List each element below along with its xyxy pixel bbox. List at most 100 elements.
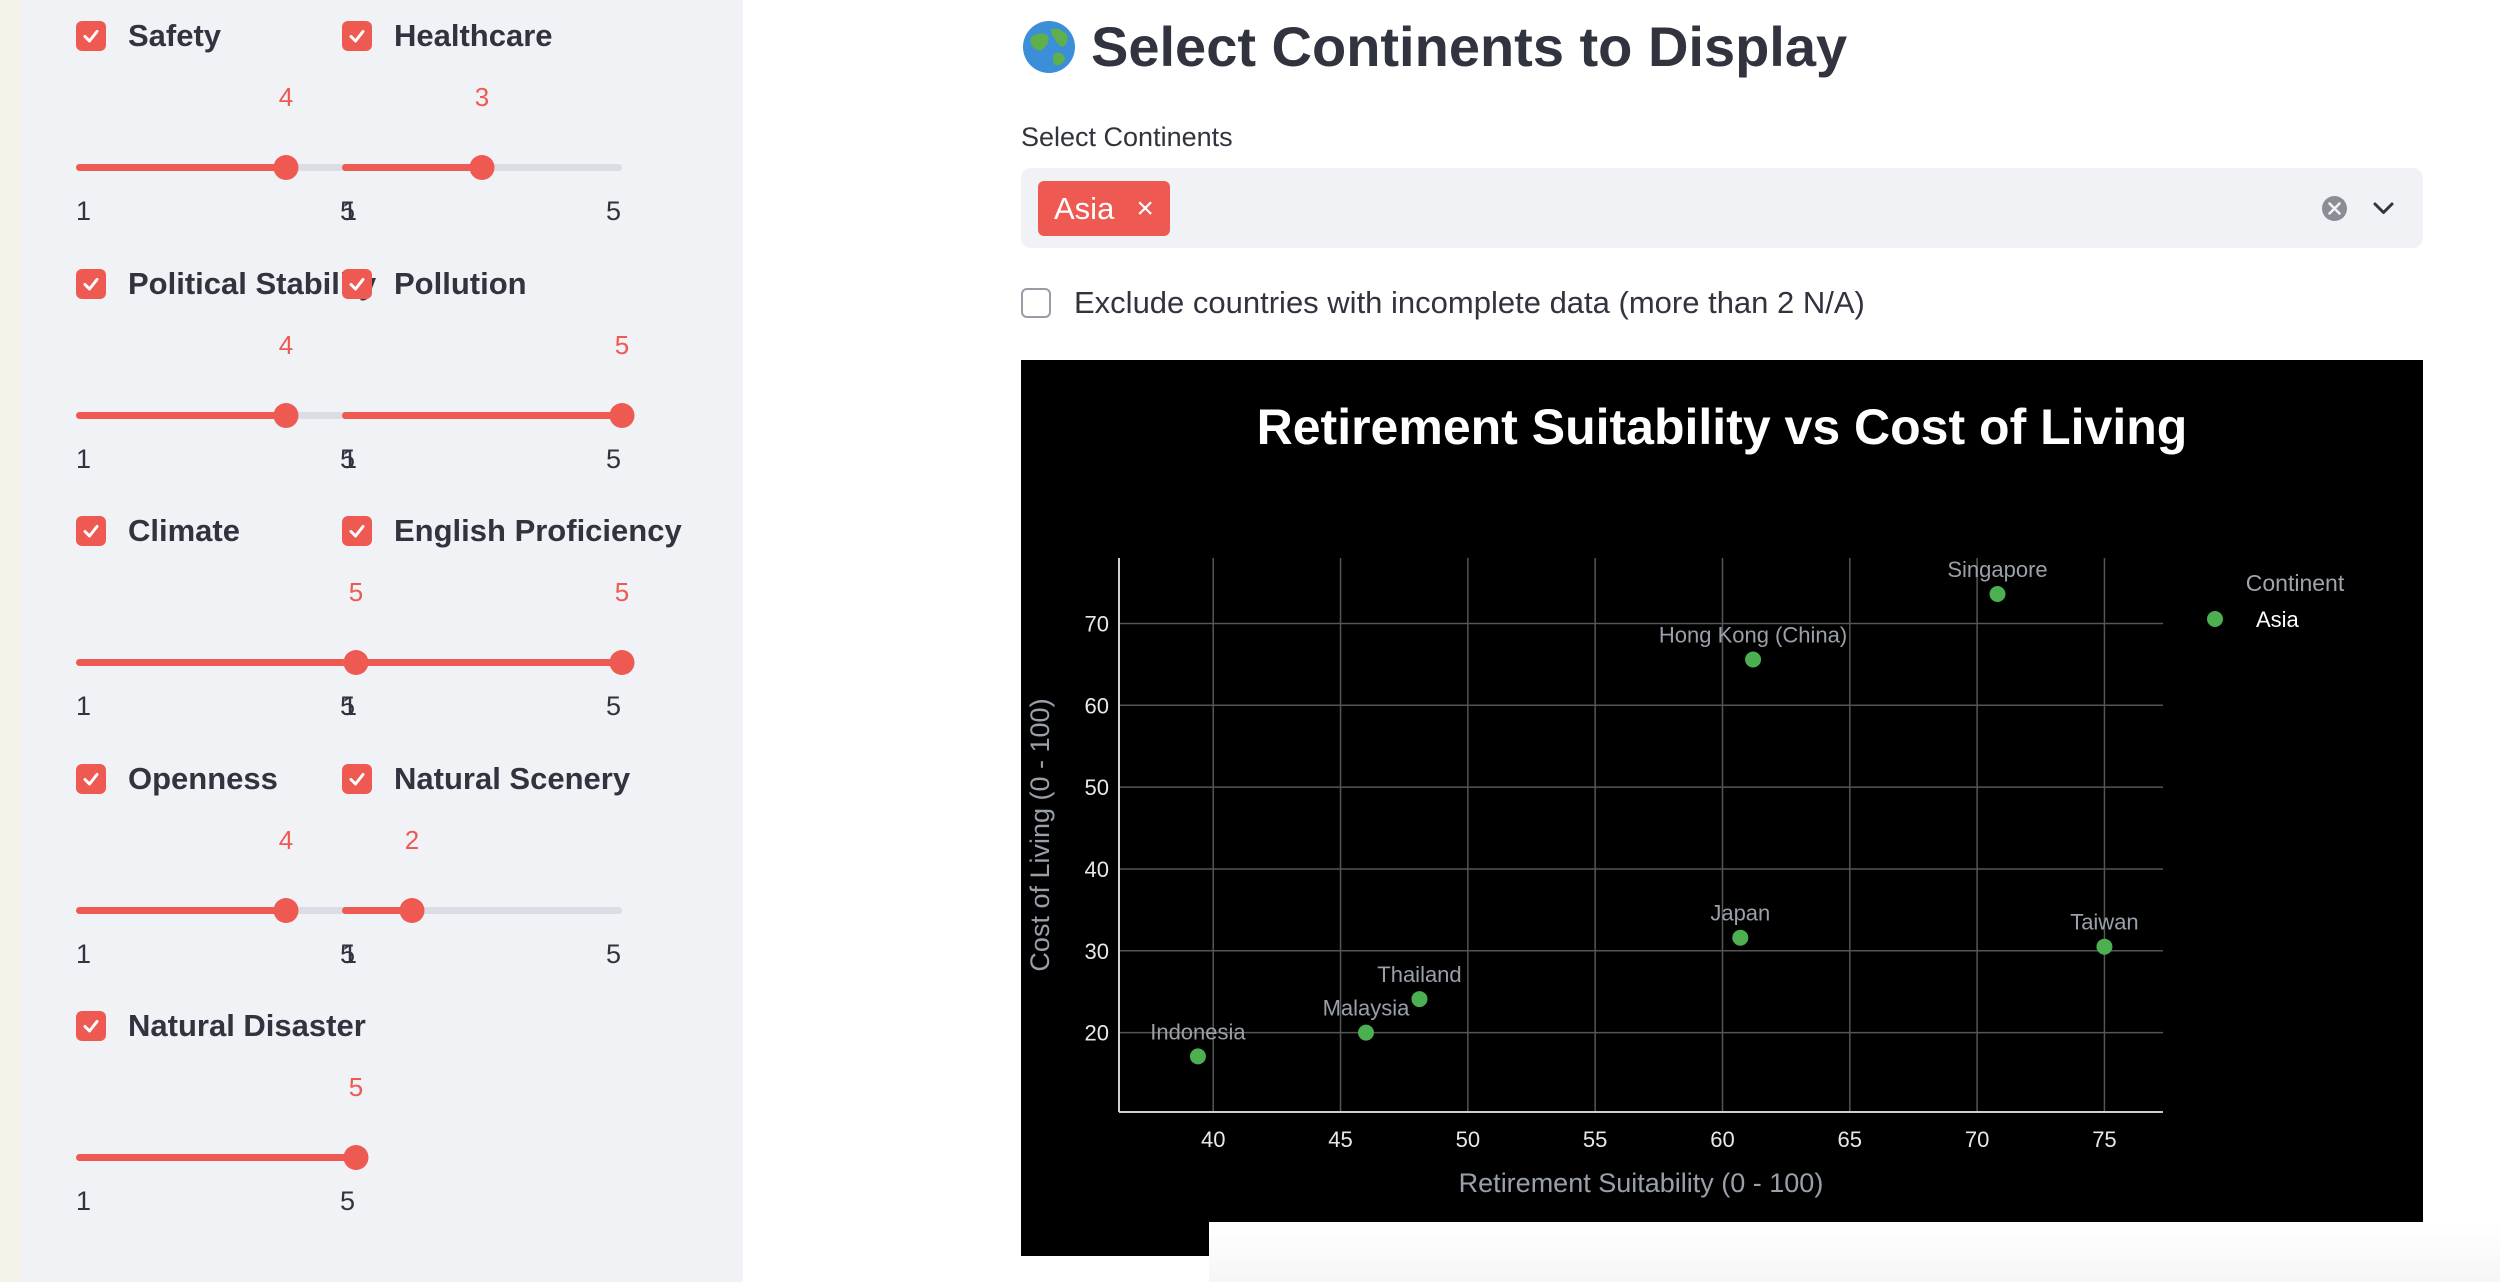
x-tick-label: 40 (1201, 1127, 1225, 1152)
chevron-down-icon[interactable] (2370, 195, 2397, 222)
slider-track[interactable] (76, 650, 369, 675)
data-point (2096, 938, 2113, 955)
checkbox-box[interactable] (1021, 288, 1051, 318)
filter-label: Natural Scenery (394, 761, 631, 796)
slider-thumb[interactable] (273, 155, 299, 180)
filter-label: Pollution (394, 266, 527, 301)
slider-min-label: 1 (342, 196, 358, 226)
slider-track[interactable] (76, 155, 356, 180)
slider-track[interactable] (76, 403, 356, 428)
slider-value: 4 (278, 330, 294, 360)
checkbox-checked[interactable] (76, 764, 106, 794)
clear-all-icon[interactable] (2321, 195, 2348, 222)
data-label: Taiwan (2070, 910, 2138, 935)
globe-icon (1023, 20, 1075, 73)
slider-min-label: 1 (76, 691, 92, 721)
filter-label: English Proficiency (394, 513, 682, 548)
x-tick-label: 55 (1583, 1127, 1607, 1152)
checkbox-checked[interactable] (342, 516, 372, 546)
data-point (1732, 929, 1749, 946)
data-label: Indonesia (1150, 1019, 1246, 1044)
slider-track[interactable] (342, 898, 622, 923)
slider-value: 4 (278, 825, 294, 855)
slider-value: 2 (404, 825, 420, 855)
tag-remove-icon[interactable]: × (1136, 191, 1154, 225)
y-tick-label: 30 (1085, 939, 1109, 964)
data-label: Japan (1710, 901, 1770, 926)
slider-max-label: 5 (340, 1186, 356, 1216)
slider-thumb[interactable] (399, 898, 425, 923)
scatter-chart: Retirement Suitability vs Cost of Living… (1021, 360, 2423, 1256)
slider-fill (76, 907, 286, 914)
select-continents-label: Select Continents (1021, 122, 1233, 152)
tag-label: Asia (1054, 190, 1115, 226)
slider-thumb[interactable] (343, 1145, 369, 1170)
y-tick-label: 70 (1085, 611, 1109, 636)
slider-fill (342, 907, 412, 914)
filter-checkbox-row[interactable]: Political Stability (76, 264, 376, 304)
chart-title: Retirement Suitability vs Cost of Living (1257, 399, 2188, 455)
slider-thumb[interactable] (469, 155, 495, 180)
checkbox-checked[interactable] (76, 21, 106, 51)
filter-label: Climate (128, 513, 240, 548)
filter-label: Natural Disaster (128, 1008, 366, 1043)
checkbox-checked[interactable] (76, 269, 106, 299)
slider-min-label: 1 (342, 444, 358, 474)
x-tick-label: 50 (1456, 1127, 1480, 1152)
filter-checkbox-row[interactable]: Safety (76, 16, 221, 56)
checkbox-checked[interactable] (342, 269, 372, 299)
filter-checkbox-row[interactable]: English Proficiency (342, 511, 682, 551)
filter-checkbox-row[interactable]: Climate (76, 511, 240, 551)
data-label: Hong Kong (China) (1659, 622, 1847, 647)
slider-min-label: 1 (342, 691, 358, 721)
legend-title: Continent (2246, 570, 2345, 596)
slider-fill (76, 164, 286, 171)
slider-track[interactable] (342, 650, 635, 675)
slider-fill (76, 1154, 356, 1161)
slider-track[interactable] (342, 403, 635, 428)
slider-max-label: 5 (606, 444, 622, 474)
filter-checkbox-row[interactable]: Natural Scenery (342, 759, 630, 799)
filter-label: Safety (128, 18, 222, 53)
slider-max-label: 5 (606, 691, 622, 721)
filter-checkbox-row[interactable]: Healthcare (342, 16, 553, 56)
slider-track[interactable] (76, 898, 356, 923)
slider-thumb[interactable] (609, 403, 635, 428)
slider-thumb[interactable] (273, 898, 299, 923)
data-point (1989, 586, 2006, 603)
main-content: Select Continents to Display Select Cont… (743, 0, 2500, 1282)
x-axis-title: Retirement Suitability (0 - 100) (1459, 1168, 1824, 1198)
filter-checkbox-row[interactable]: Openness (76, 759, 278, 799)
y-tick-label: 20 (1085, 1021, 1109, 1046)
left-edge-strip (0, 0, 22, 1282)
slider-fill (76, 659, 356, 666)
filter-checkbox-row[interactable]: Natural Disaster (76, 1006, 366, 1046)
slider-thumb[interactable] (609, 650, 635, 675)
slider-thumb[interactable] (273, 403, 299, 428)
filter-checkbox-row[interactable]: Pollution (342, 264, 527, 304)
data-point (1745, 651, 1762, 668)
checkbox-checked[interactable] (76, 1011, 106, 1041)
slider-fill (76, 412, 286, 419)
checkbox-checked[interactable] (342, 764, 372, 794)
checkbox-checked[interactable] (76, 516, 106, 546)
continent-multiselect[interactable]: Asia × (1021, 168, 2423, 248)
slider-track[interactable] (342, 155, 622, 180)
slider-track[interactable] (76, 1145, 369, 1170)
sidebar: Safety 4 1 5 Healthcare 3 1 5 Political Stabilit… (22, 0, 743, 1282)
exclude-incomplete-checkbox[interactable]: Exclude countries with incomplete data (… (1021, 285, 1865, 321)
data-point (1357, 1024, 1374, 1041)
slider-max-label: 5 (340, 939, 356, 969)
slider-value: 5 (614, 577, 630, 607)
bottom-fade (1209, 1222, 2500, 1282)
filter-label: Openness (128, 761, 278, 796)
checkbox-checked[interactable] (342, 21, 372, 51)
x-tick-label: 65 (1838, 1127, 1862, 1152)
slider-min-label: 1 (76, 196, 92, 226)
slider-value: 5 (348, 577, 364, 607)
y-tick-label: 60 (1085, 693, 1109, 718)
filter-label: Political Stability (128, 266, 377, 301)
page-title: Select Continents to Display (1021, 14, 1847, 79)
x-tick-label: 70 (1965, 1127, 1989, 1152)
legend-marker (2207, 611, 2223, 627)
